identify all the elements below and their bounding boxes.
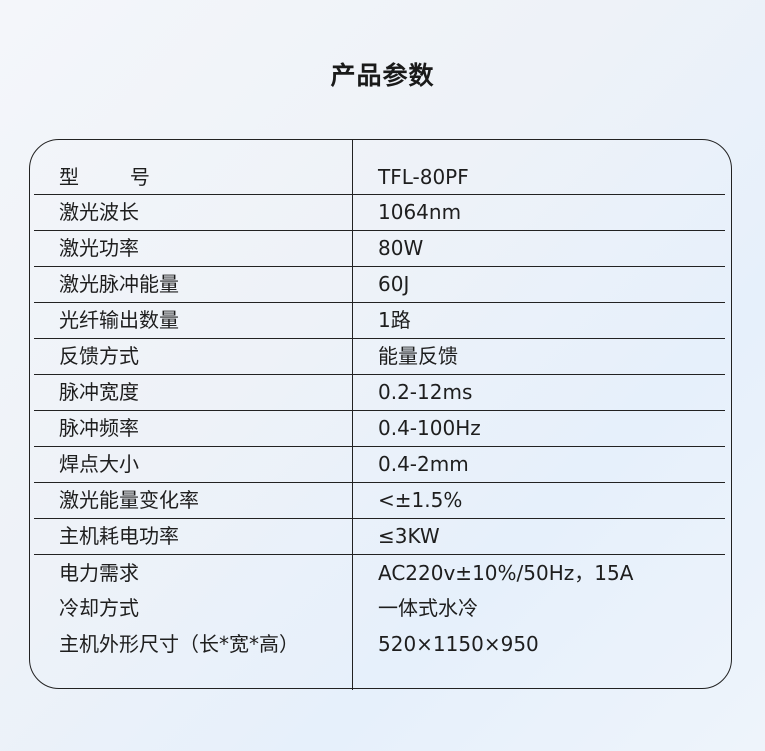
spec-value: 1路 bbox=[378, 308, 411, 332]
spec-value: 0.2-12ms bbox=[378, 380, 473, 404]
spec-value: 0.4-100Hz bbox=[378, 416, 481, 440]
table-row: 脉冲频率 0.4-100Hz bbox=[34, 410, 725, 447]
page-title: 产品参数 bbox=[330, 61, 435, 90]
table-row: 型 号 TFL-80PF bbox=[34, 159, 725, 195]
spec-label: 激光功率 bbox=[59, 236, 139, 260]
spec-value: 520×1150×950 bbox=[378, 632, 539, 656]
table-row: 冷却方式 一体式水冷 bbox=[34, 590, 725, 626]
spec-table bbox=[29, 139, 732, 689]
table-row: 焊点大小 0.4-2mm bbox=[34, 446, 725, 483]
spec-label: 主机外形尺寸（长*宽*高） bbox=[59, 632, 299, 656]
table-row: 激光能量变化率 <±1.5% bbox=[34, 482, 725, 519]
spec-value: 80W bbox=[378, 236, 424, 260]
table-row: 光纤输出数量 1路 bbox=[34, 302, 725, 339]
table-row: 激光功率 80W bbox=[34, 230, 725, 267]
spec-label: 脉冲宽度 bbox=[59, 380, 139, 404]
spec-label: 电力需求 bbox=[59, 561, 139, 585]
spec-label: 激光能量变化率 bbox=[59, 488, 199, 512]
spec-label: 反馈方式 bbox=[59, 344, 139, 368]
spec-value: TFL-80PF bbox=[378, 165, 469, 189]
spec-value: <±1.5% bbox=[378, 488, 463, 512]
table-row: 电力需求 AC220v±10%/50Hz，15A bbox=[34, 555, 725, 591]
table-row: 主机外形尺寸（长*宽*高） 520×1150×950 bbox=[34, 626, 725, 662]
column-divider bbox=[352, 139, 354, 690]
table-row: 激光波长 1064nm bbox=[34, 194, 725, 231]
spec-value: 一体式水冷 bbox=[378, 596, 478, 620]
spec-label: 主机耗电功率 bbox=[59, 524, 179, 548]
table-row: 主机耗电功率 ≤3KW bbox=[34, 518, 725, 555]
spec-label: 焊点大小 bbox=[59, 452, 139, 476]
spec-label: 光纤输出数量 bbox=[59, 308, 179, 332]
spec-value: 能量反馈 bbox=[378, 344, 458, 368]
table-row: 激光脉冲能量 60J bbox=[34, 266, 725, 303]
spec-value: ≤3KW bbox=[378, 524, 440, 548]
spec-value: 1064nm bbox=[378, 200, 462, 224]
spec-value: AC220v±10%/50Hz，15A bbox=[378, 561, 634, 585]
spec-label: 激光脉冲能量 bbox=[59, 272, 179, 296]
table-row: 反馈方式 能量反馈 bbox=[34, 338, 725, 375]
spec-label: 激光波长 bbox=[59, 200, 139, 224]
spec-label: 脉冲频率 bbox=[59, 416, 139, 440]
spec-label: 型 号 bbox=[59, 165, 150, 189]
spec-value: 0.4-2mm bbox=[378, 452, 469, 476]
table-row: 脉冲宽度 0.2-12ms bbox=[34, 374, 725, 411]
spec-value: 60J bbox=[378, 272, 410, 296]
spec-label: 冷却方式 bbox=[59, 596, 139, 620]
